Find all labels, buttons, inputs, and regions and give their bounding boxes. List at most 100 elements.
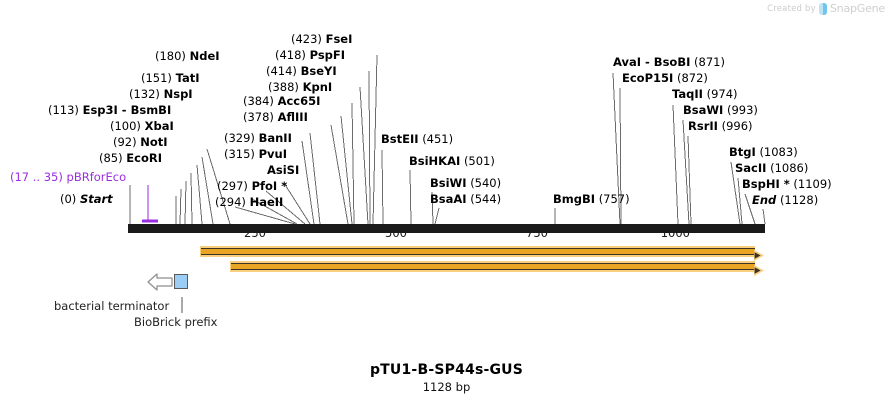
enzyme-label-noti[interactable]: (92) NotI (113, 136, 168, 148)
marker-label-pbrforeco[interactable]: (17 .. 35) pBRforEco (10, 171, 126, 183)
enzyme-label-tati[interactable]: (151) TatI (141, 72, 200, 84)
enzyme-label-pvui[interactable]: (315) PvuI (224, 148, 287, 160)
bacterial-terminator-caption: bacterial terminator (54, 299, 170, 313)
enzyme-label-avai-bsobi[interactable]: AvaI - BsoBI (871) (613, 56, 725, 68)
enzyme-name-asisi: AsiSI (267, 163, 300, 177)
enzyme-name-kpni: KpnI (302, 80, 333, 94)
enzyme-label-fsei[interactable]: (423) FseI (291, 33, 352, 45)
marker-pos-pbrforeco: (17 .. 35) (10, 170, 63, 184)
watermark-product-name: SnapGene (829, 2, 885, 15)
enzyme-label-ecori[interactable]: (85) EcoRI (99, 152, 162, 164)
enzyme-label-pfoi[interactable]: (297) PfoI * (217, 180, 287, 192)
ruler-tick-500 (410, 224, 412, 233)
enzyme-name-haeii: HaeII (249, 195, 284, 209)
enzyme-pos-ecop15i: (872) (676, 71, 708, 85)
enzyme-label-bsawi[interactable]: BsaWI (993) (683, 104, 758, 116)
enzyme-name-bsawi: BsaWI (683, 103, 724, 117)
enzyme-label-taqii[interactable]: TaqII (974) (672, 88, 738, 100)
marker-name-pbrforeco: pBRforEco (66, 170, 127, 184)
enzyme-pos-afliii: (378) (243, 110, 274, 124)
enzyme-label-rsrii[interactable]: RsrII (996) (688, 120, 753, 132)
enzyme-name-xbai: XbaI (144, 119, 174, 133)
enzyme-label-bsihkai[interactable]: BsiHKAI (501) (409, 155, 495, 167)
enzyme-name-ecop15i: EcoP15I (622, 71, 674, 85)
enzyme-pos-esp3i: (113) (48, 103, 79, 117)
bacterial-terminator-arrow[interactable] (147, 271, 173, 297)
dna-backbone[interactable] (128, 224, 765, 231)
feature-arrow-2-head (754, 261, 764, 276)
enzyme-pos-avai-bsobi: (871) (694, 55, 725, 69)
feature-arrow-2-body (230, 261, 755, 272)
enzyme-pos-bmgbi: (757) (598, 192, 630, 206)
enzyme-pos-ecori: (85) (99, 151, 123, 165)
enzyme-name-pspfi: PspFI (309, 48, 346, 62)
enzyme-pos-btgi: (1083) (759, 145, 798, 159)
enzyme-label-bsteii[interactable]: BstEII (451) (381, 133, 453, 145)
feature-arrow-1-body (200, 246, 755, 257)
enzyme-label-bsaai[interactable]: BsaAI (544) (430, 193, 501, 205)
enzyme-name-bsihkai: BsiHKAI (409, 154, 461, 168)
ruler-baseline (128, 231, 765, 233)
enzyme-name-bsaai: BsaAI (430, 192, 467, 206)
snapgene-watermark: Created by SnapGene (767, 2, 885, 15)
ruler-tick-1000 (693, 224, 695, 233)
enzyme-label-ndei[interactable]: (180) NdeI (155, 50, 220, 62)
enzyme-name-tati: TatI (175, 71, 200, 85)
feature-arrow-1[interactable] (200, 246, 764, 261)
enzyme-pos-haeii: (294) (215, 195, 246, 209)
enzyme-label-banii[interactable]: (329) BanII (224, 132, 292, 144)
enzyme-name-pfoi: PfoI * (251, 179, 288, 193)
marker-label-end[interactable]: End (1128) (752, 194, 818, 206)
enzyme-pos-taqii: (974) (706, 87, 738, 101)
enzyme-name-bsiwi: BsiWI (430, 176, 467, 190)
enzyme-label-asisi[interactable]: AsiSI (267, 164, 299, 176)
snapgene-logo-icon (818, 2, 827, 15)
enzyme-pos-fsei: (423) (291, 32, 322, 46)
enzyme-pos-bseyi: (414) (266, 64, 297, 78)
enzyme-label-haeii[interactable]: (294) HaeII (215, 196, 283, 208)
enzyme-pos-sacii: (1086) (770, 161, 809, 175)
ruler-tick-750 (551, 224, 553, 233)
marker-label-start[interactable]: (0) Start (60, 193, 113, 205)
ruler-label-750: 750 (526, 226, 548, 240)
marker-name-start: Start (79, 192, 113, 206)
enzyme-name-rsrii: RsrII (688, 119, 718, 133)
enzyme-pos-rsrii: (996) (721, 119, 753, 133)
enzyme-pos-bsihkai: (501) (463, 154, 495, 168)
enzyme-pos-bsphi: (1109) (793, 177, 832, 191)
marker-pos-end: (1128) (779, 193, 819, 207)
enzyme-label-sacii[interactable]: SacII (1086) (735, 162, 808, 174)
ruler-label-250: 250 (244, 226, 266, 240)
enzyme-label-bsphi[interactable]: BspHI * (1109) (742, 178, 832, 190)
enzyme-pos-kpni: (388) (268, 80, 299, 94)
enzyme-label-ecop15i[interactable]: EcoP15I (872) (622, 72, 708, 84)
ruler-label-500: 500 (385, 226, 407, 240)
enzyme-name-taqii: TaqII (672, 87, 703, 101)
enzyme-name-banii: BanII (258, 131, 292, 145)
enzyme-label-pspfi[interactable]: (418) PspFI (275, 49, 345, 61)
enzyme-label-acc65i[interactable]: (384) Acc65I (243, 95, 320, 107)
enzyme-name-ndei: NdeI (189, 49, 220, 63)
enzyme-label-kpni[interactable]: (388) KpnI (268, 81, 332, 93)
enzyme-label-bseyi[interactable]: (414) BseYI (266, 65, 337, 77)
enzyme-pos-ndei: (180) (155, 49, 186, 63)
enzyme-label-esp3i-bsmbi[interactable]: (113) Esp3I - BsmBI (48, 104, 171, 116)
enzyme-pos-pspfi: (418) (275, 48, 306, 62)
enzyme-label-btgi[interactable]: BtgI (1083) (729, 146, 798, 158)
feature-arrow-2[interactable] (230, 261, 764, 276)
enzyme-label-bsiwi[interactable]: BsiWI (540) (430, 177, 501, 189)
enzyme-pos-bsaai: (544) (470, 192, 502, 206)
enzyme-name-avai-bsobi: AvaI - BsoBI (613, 55, 691, 69)
ruler-tick-250 (269, 224, 271, 233)
enzyme-label-afliii[interactable]: (378) AflIII (243, 111, 308, 123)
enzyme-label-nspi[interactable]: (132) NspI (129, 88, 193, 100)
enzyme-name-pvui: PvuI (258, 147, 287, 161)
enzyme-label-bmgbi[interactable]: BmgBI (757) (553, 193, 630, 205)
enzyme-label-xbai[interactable]: (100) XbaI (110, 120, 174, 132)
enzyme-name-nspi: NspI (163, 87, 193, 101)
enzyme-name-acc65i: Acc65I (277, 94, 321, 108)
biobrick-prefix-box[interactable] (174, 274, 188, 289)
enzyme-pos-bsawi: (993) (727, 103, 758, 117)
enzyme-name-sacii: SacII (735, 161, 767, 175)
